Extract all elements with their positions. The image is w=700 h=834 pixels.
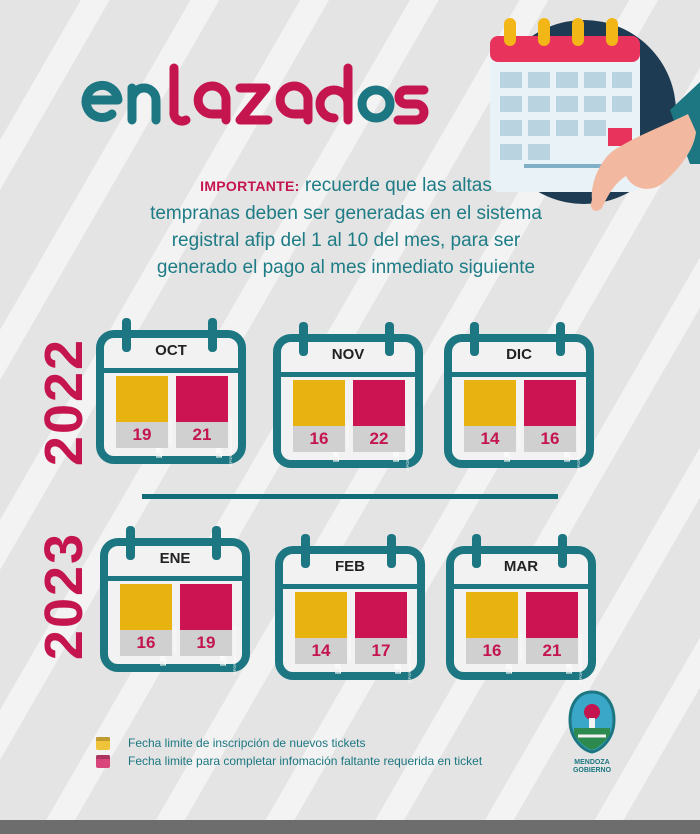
notice-label: IMPORTANTE: [200, 178, 300, 194]
calendar-ring [122, 318, 131, 352]
tile-sublabel: INFORMACIÓN FALTANTE [228, 418, 233, 468]
calendar-header-line [281, 372, 415, 377]
notice-line3: registral afip del 1 al 10 del mes, para… [171, 230, 521, 251]
calendar-ene: ENE LIMITES INSCRIPCIÓN LIMITES INFORMAC… [100, 526, 250, 675]
calendar-oct: OCT LIMITES INSCRIPCIÓN LIMITES INFORMAC… [96, 318, 246, 467]
calendar-ring [556, 322, 565, 356]
tile-sublabel: INFORMACIÓN FALTANTE [576, 422, 581, 472]
faltante-day: 21 [176, 422, 228, 448]
calendar-ring [212, 526, 221, 560]
tile-sublabel: INSCRIPCIÓN [347, 634, 352, 661]
mendoza-gobierno-logo: MENDOZA GOBIERNO [566, 690, 618, 782]
calendar-ring [385, 322, 394, 356]
calendar-month: FEB [335, 558, 365, 575]
inscripcion-day: 16 [466, 638, 518, 664]
calendar-hand-illustration [484, 14, 700, 250]
calendar-dic: DIC LIMITES INSCRIPCIÓN LIMITES INFORMAC… [444, 322, 594, 471]
calendar-ring [470, 322, 479, 356]
inscripcion-day: 14 [295, 638, 347, 664]
inscripcion-day: 16 [120, 630, 172, 656]
faltante-tile: LIMITES INFORMACIÓN FALTANTE [176, 376, 233, 467]
tile-sublabel: INSCRIPCIÓN [516, 422, 521, 449]
legend-label-inscripcion: Fecha limite de inscripción de nuevos ti… [128, 736, 366, 750]
mendoza-shield-icon [568, 690, 616, 754]
enlazados-logo [80, 58, 440, 138]
year-divider [142, 494, 558, 499]
calendar-header-line [452, 372, 586, 377]
calendar-mar: MAR LIMITES INSCRIPCIÓN LIMITES INFORMAC… [446, 534, 596, 683]
year-2022: 2022 [34, 337, 94, 467]
notice-line2: tempranas deben ser generadas en el sist… [150, 203, 542, 224]
tile-sublabel: INFORMACIÓN FALTANTE [232, 626, 237, 676]
legend-label-faltante: Fecha limite para completar infomación f… [128, 754, 483, 768]
faltante-tile: LIMITES INFORMACIÓN FALTANTE [355, 592, 412, 683]
tile-sublabel: INFORMACIÓN FALTANTE [407, 634, 412, 684]
inscripcion-day: 19 [116, 422, 168, 448]
tile-sublabel: INSCRIPCIÓN [518, 634, 523, 661]
tile-sublabel: INFORMACIÓN FALTANTE [578, 634, 583, 684]
tile-sublabel: INFORMACIÓN FALTANTE [405, 422, 410, 472]
calendar-month: ENE [159, 550, 191, 567]
tile-sublabel: INSCRIPCIÓN [168, 418, 173, 445]
legend: Fecha limite de inscripción de nuevos ti… [96, 734, 482, 770]
calendar-header-line [454, 584, 588, 589]
gov-line2: GOBIERNO [572, 767, 612, 774]
inscripcion-tile: LIMITES INSCRIPCIÓN [293, 380, 350, 462]
yellow-calendar-icon [96, 736, 110, 750]
faltante-tile: LIMITES INFORMACIÓN FALTANTE [180, 584, 237, 675]
calendar-month: OCT [155, 342, 187, 359]
legend-item-inscripcion: Fecha limite de inscripción de nuevos ti… [96, 734, 482, 752]
enlazados-logo-art [81, 63, 429, 126]
calendar-month: MAR [503, 558, 539, 575]
legend-item-faltante: Fecha limite para completar infomación f… [96, 752, 482, 770]
inscripcion-tile: LIMITES INSCRIPCIÓN [120, 584, 177, 666]
faltante-day: 21 [526, 638, 578, 664]
calendar-ring [472, 534, 481, 568]
inscripcion-tile: LIMITES INSCRIPCIÓN [464, 380, 521, 462]
gov-line1: MENDOZA [574, 759, 610, 766]
calendar-month: DIC [506, 346, 532, 363]
calendar-month: NOV [331, 346, 365, 363]
calendar-feb: FEB LIMITES INSCRIPCIÓN LIMITES INFORMAC… [275, 534, 425, 683]
notice-line4: generado el pago al mes inmediato siguie… [156, 257, 536, 278]
faltante-day: 17 [355, 638, 407, 664]
inscripcion-tile: LIMITES INSCRIPCIÓN [466, 592, 523, 674]
calendar-ring [558, 534, 567, 568]
calendar-header-line [104, 368, 238, 373]
faltante-tile: LIMITES INFORMACIÓN FALTANTE [524, 380, 581, 471]
tile-sublabel: INSCRIPCIÓN [172, 626, 177, 653]
faltante-tile: LIMITES INFORMACIÓN FALTANTE [526, 592, 583, 683]
calendar-ring [301, 534, 310, 568]
faltante-day: 19 [180, 630, 232, 656]
year-2023: 2023 [34, 531, 94, 661]
calendar-ring [208, 318, 217, 352]
faltante-day: 22 [353, 426, 405, 452]
faltante-tile: LIMITES INFORMACIÓN FALTANTE [353, 380, 410, 471]
tile-sublabel: INSCRIPCIÓN [345, 422, 350, 449]
calendar-ring [387, 534, 396, 568]
calendar-ring [126, 526, 135, 560]
inscripcion-tile: LIMITES INSCRIPCIÓN [116, 376, 173, 458]
inscripcion-day: 14 [464, 426, 516, 452]
calendar-header-line [283, 584, 417, 589]
calendar-header-line [108, 576, 242, 581]
calendar-ring [299, 322, 308, 356]
magenta-calendar-icon [96, 754, 110, 768]
bottom-bar [0, 820, 700, 834]
notice-text: IMPORTANTE: recuerde que las altas tempr… [96, 172, 596, 281]
inscripcion-day: 16 [293, 426, 345, 452]
calendar-nov: NOV LIMITES INSCRIPCIÓN LIMITES INFORMAC… [273, 322, 423, 471]
faltante-day: 16 [524, 426, 576, 452]
inscripcion-tile: LIMITES INSCRIPCIÓN [295, 592, 352, 674]
notice-line1: recuerde que las altas [304, 175, 492, 196]
